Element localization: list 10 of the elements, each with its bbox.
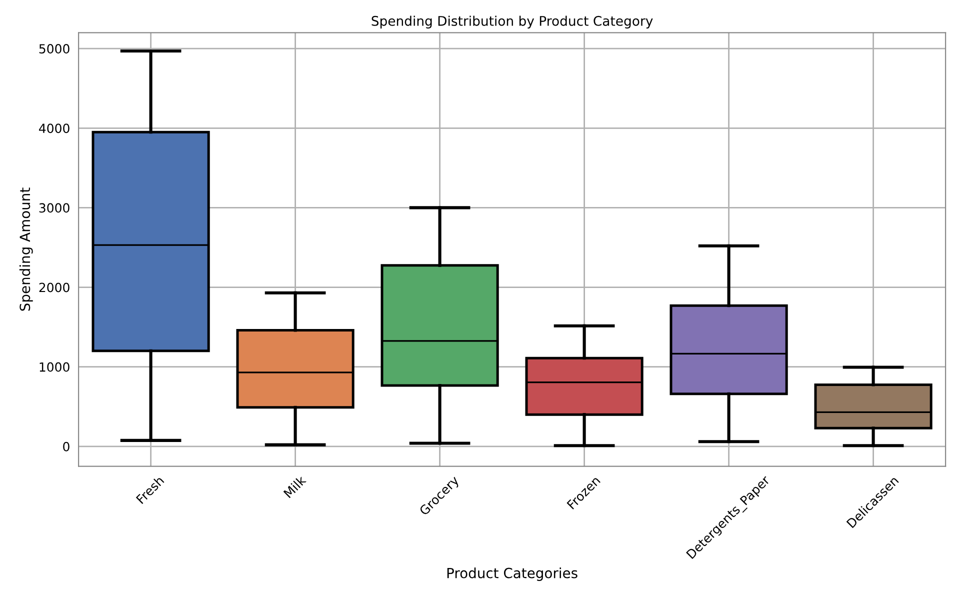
y-tick-label: 5000 [39, 44, 70, 54]
y-axis-title: Spending Amount [19, 188, 33, 311]
chart-title: Spending Distribution by Product Category [372, 16, 653, 28]
x-axis-title: Product Categories [447, 568, 578, 581]
y-tick-label: 3000 [39, 203, 70, 213]
y-tick-label: 1000 [40, 362, 70, 372]
x-tick-label: Milk [283, 474, 307, 498]
y-tick-label: 2000 [39, 282, 70, 292]
y-tick-label: 4000 [39, 124, 70, 134]
y-tick-label: 0 [63, 442, 70, 452]
